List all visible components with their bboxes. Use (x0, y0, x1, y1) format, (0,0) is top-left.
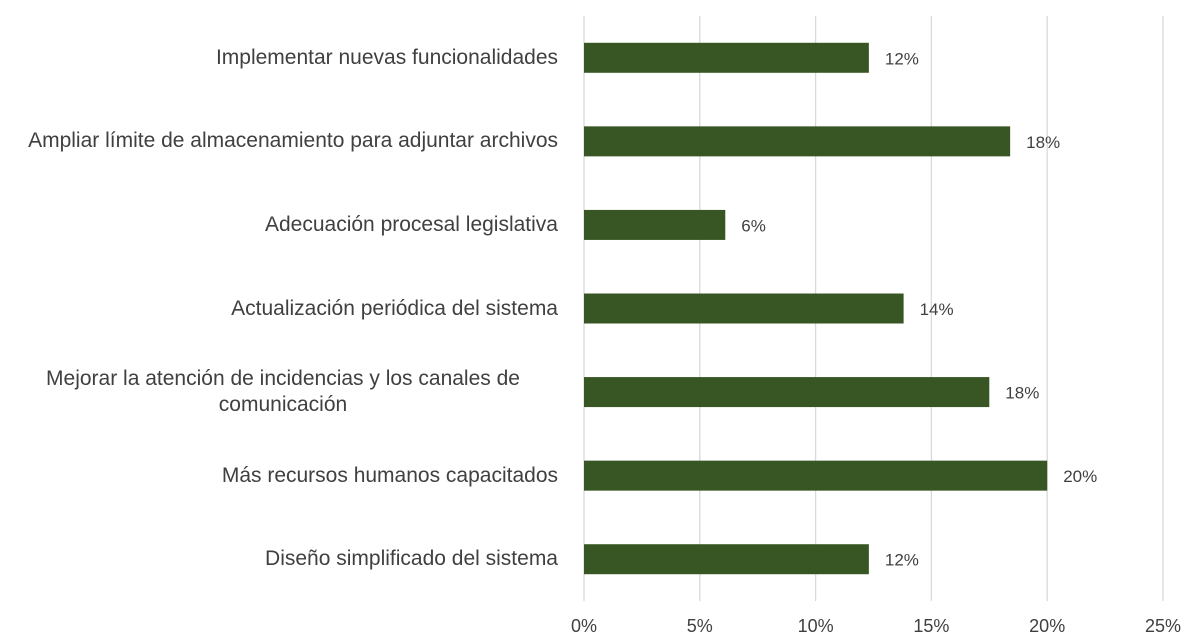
data-label: 20% (1063, 467, 1097, 486)
category-label: Diseño simplificado del sistema (0, 546, 558, 572)
bar (584, 544, 869, 575)
x-tick-label: 5% (687, 616, 713, 636)
category-text: Adecuación procesal legislativa (264, 212, 558, 236)
data-label: 12% (885, 49, 919, 68)
category-label: Más recursos humanos capacitados (0, 463, 558, 489)
x-tick-label: 10% (798, 616, 834, 636)
category-label: Adecuación procesal legislativa (0, 212, 558, 238)
x-tick-label: 20% (1029, 616, 1065, 636)
category-text: Mejorar la atención de incidencias y los… (46, 367, 520, 417)
category-text: Ampliar límite de almacenamiento para ad… (28, 129, 558, 153)
data-label: 6% (741, 216, 766, 235)
category-label: Actualización periódica del sistema (0, 296, 558, 322)
data-label: 18% (1005, 384, 1039, 403)
category-text: Implementar nuevas funcionalidades (215, 45, 558, 69)
category-text: Diseño simplificado del sistema (265, 547, 558, 571)
category-text: Actualización periódica del sistema (231, 296, 558, 320)
data-label: 14% (920, 300, 954, 319)
category-label: Implementar nuevas funcionalidades (0, 45, 558, 71)
bar (584, 460, 1048, 491)
category-text: Más recursos humanos capacitados (221, 463, 558, 487)
bar (584, 42, 869, 73)
bar (584, 126, 1011, 157)
category-label: Ampliar límite de almacenamiento para ad… (0, 128, 558, 154)
category-label: Mejorar la atención de incidencias y los… (0, 366, 558, 418)
x-tick-label: 0% (571, 616, 597, 636)
x-tick-label: 25% (1145, 616, 1181, 636)
bar (584, 209, 726, 240)
data-label: 18% (1026, 133, 1060, 152)
x-tick-label: 15% (913, 616, 949, 636)
bar (584, 377, 990, 408)
data-label: 12% (885, 551, 919, 570)
bar (584, 293, 904, 324)
